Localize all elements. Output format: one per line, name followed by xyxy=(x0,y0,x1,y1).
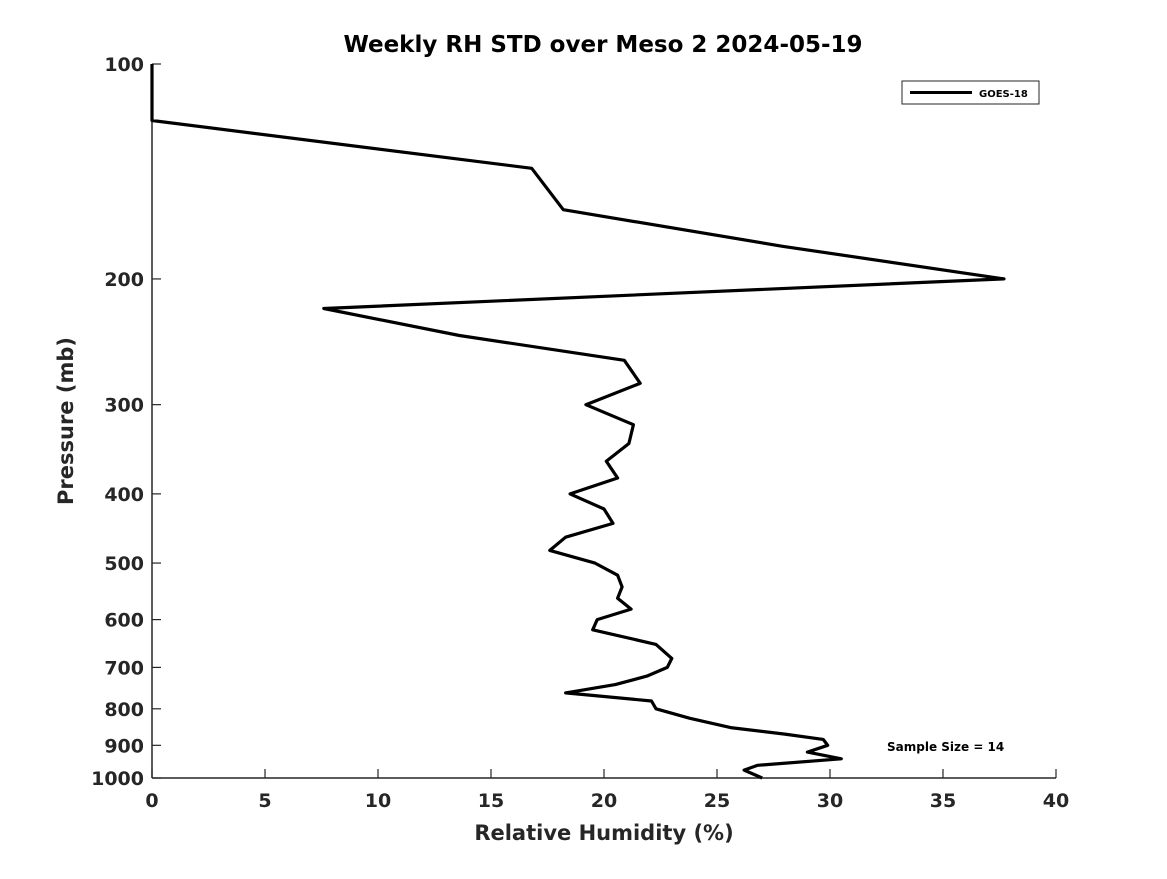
sample-size-annotation: Sample Size = 14 xyxy=(887,740,1004,754)
y-tick-label: 500 xyxy=(104,553,144,575)
x-tick-label: 10 xyxy=(365,790,391,812)
legend-label: GOES-18 xyxy=(979,89,1028,100)
x-tick-label: 35 xyxy=(930,790,956,812)
x-axis-label: Relative Humidity (%) xyxy=(474,821,733,845)
y-axis-label: Pressure (mb) xyxy=(54,337,78,505)
x-tick-label: 40 xyxy=(1043,790,1069,812)
y-tick-label: 1000 xyxy=(91,768,144,790)
y-tick-label: 400 xyxy=(104,484,144,506)
y-tick-label: 100 xyxy=(104,54,144,76)
x-tick-label: 25 xyxy=(704,790,730,812)
x-tick-label: 0 xyxy=(145,790,158,812)
y-tick-label: 700 xyxy=(104,657,144,679)
x-tick-label: 5 xyxy=(258,790,271,812)
chart-title: Weekly RH STD over Meso 2 2024-05-19 xyxy=(343,32,862,58)
series-line-goes-18 xyxy=(150,64,1006,780)
y-tick-label: 300 xyxy=(104,395,144,417)
x-tick-label: 15 xyxy=(478,790,504,812)
legend: GOES-18 xyxy=(901,80,1040,105)
x-tick-label: 20 xyxy=(591,790,617,812)
y-tick-label: 900 xyxy=(104,735,144,757)
y-tick-label: 600 xyxy=(104,610,144,632)
y-tick-label: 800 xyxy=(104,699,144,721)
x-tick-label: 30 xyxy=(817,790,843,812)
y-tick-label: 200 xyxy=(104,269,144,291)
axes xyxy=(151,64,1056,779)
